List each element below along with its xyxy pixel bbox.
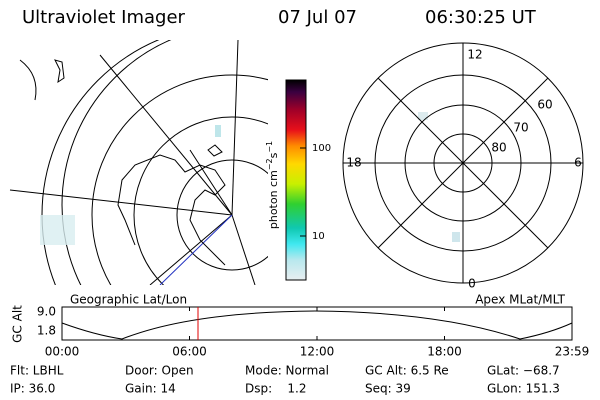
mlat-label: 70 bbox=[513, 121, 528, 135]
y-tick-label: 9.0 bbox=[37, 305, 56, 319]
geographic-map bbox=[9, 40, 268, 285]
mlt-label: 0 bbox=[468, 277, 476, 291]
info-field: Seq: 39 bbox=[365, 382, 411, 396]
x-tick-label: 12:00 bbox=[300, 345, 335, 359]
time: 06:30:25 UT bbox=[425, 7, 537, 28]
mlt-label: 18 bbox=[346, 156, 361, 170]
mlat-label: 60 bbox=[537, 98, 552, 112]
y-tick-label: 1.8 bbox=[37, 324, 56, 338]
date: 07 Jul 07 bbox=[278, 7, 357, 28]
info-field: Flt: LBHL bbox=[10, 364, 64, 378]
colorbar bbox=[285, 79, 307, 281]
x-tick-label: 23:59 bbox=[555, 345, 590, 359]
altitude-plot bbox=[61, 306, 573, 341]
unit-part: photon cm bbox=[267, 170, 280, 229]
unit-part: s bbox=[267, 152, 280, 158]
info-field: Dsp: 1.2 bbox=[245, 382, 307, 396]
map-label: Apex MLat/MLT bbox=[475, 293, 565, 307]
info-field: GLon: 151.3 bbox=[487, 382, 560, 396]
unit-exp: −2 bbox=[265, 158, 274, 170]
x-tick-label: 00:00 bbox=[45, 345, 80, 359]
info-field: Mode: Normal bbox=[245, 364, 329, 378]
mlt-label: 12 bbox=[467, 48, 482, 62]
info-field: Door: Open bbox=[125, 364, 194, 378]
colorbar-tick-label: 10 bbox=[312, 231, 325, 242]
mlt-label: 6 bbox=[574, 156, 582, 170]
title: Ultraviolet Imager bbox=[22, 7, 186, 28]
info-field: IP: 36.0 bbox=[10, 382, 55, 396]
colorbar-label: photon cm−2s−1 bbox=[265, 141, 281, 229]
info-field: GC Alt: 6.5 Re bbox=[365, 364, 449, 378]
colorbar-tick-label: 100 bbox=[312, 143, 331, 154]
map-label: Geographic Lat/Lon bbox=[70, 293, 187, 307]
y-label: GC Alt bbox=[11, 305, 25, 343]
altitude-curve bbox=[61, 310, 573, 340]
x-tick-label: 18:00 bbox=[427, 345, 462, 359]
x-tick-label: 06:00 bbox=[172, 345, 207, 359]
polar-plot bbox=[342, 42, 584, 284]
mlat-label: 80 bbox=[491, 141, 506, 155]
info-field: GLat: −68.7 bbox=[487, 364, 560, 378]
unit-exp: −1 bbox=[265, 141, 274, 153]
info-field: Gain: 14 bbox=[125, 382, 176, 396]
